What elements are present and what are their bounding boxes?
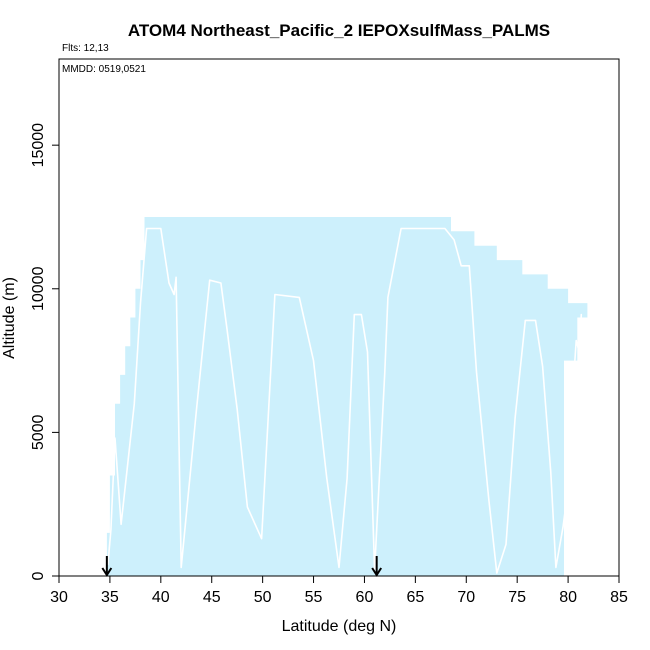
- x-tick-label: 55: [305, 589, 323, 606]
- arrow-down-icon: [101, 556, 113, 577]
- y-tick-label: 5000: [30, 414, 47, 450]
- y-axis: 0 5000 10000 15000: [30, 123, 59, 580]
- plot-area: [106, 217, 588, 576]
- x-tick-label: 65: [406, 589, 424, 606]
- x-tick-label: 45: [203, 589, 221, 606]
- x-tick-label: 30: [50, 589, 68, 606]
- x-tick-label: 70: [457, 589, 475, 606]
- x-axis-label: Latitude (deg N): [282, 618, 397, 635]
- y-axis-label: Altitude (m): [1, 277, 18, 359]
- x-tick-label: 60: [356, 589, 374, 606]
- y-tick-label: 0: [30, 571, 47, 580]
- y-tick-label: 15000: [30, 123, 47, 168]
- x-tick-label: 35: [101, 589, 119, 606]
- x-axis: 30 35 40 45 50 55 60 65 70 75 80 85: [50, 576, 628, 606]
- coverage-area: [106, 217, 588, 576]
- x-tick-label: 85: [610, 589, 628, 606]
- x-tick-label: 50: [254, 589, 272, 606]
- x-tick-label: 80: [559, 589, 577, 606]
- flights-annotation: Flts: 12,13: [62, 43, 109, 54]
- chart-title: ATOM4 Northeast_Pacific_2 IEPOXsulfMass_…: [128, 21, 550, 40]
- dates-annotation: MMDD: 0519,0521: [62, 64, 146, 75]
- x-tick-label: 75: [508, 589, 526, 606]
- marker-layer: [101, 556, 383, 577]
- arrow-down-icon: [371, 556, 383, 577]
- x-tick-label: 40: [152, 589, 170, 606]
- flight-track-line: [107, 227, 583, 574]
- plot-frame: [58, 58, 620, 577]
- y-tick-label: 10000: [30, 266, 47, 311]
